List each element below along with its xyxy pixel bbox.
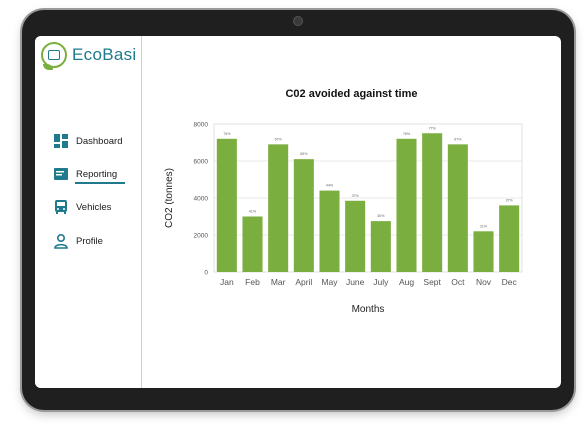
sidebar-item-vehicles[interactable]: Vehicles [53, 199, 111, 215]
bar-april [293, 159, 314, 272]
y-tick-label: 2000 [194, 233, 209, 240]
data-label: 65% [300, 152, 308, 156]
x-tick-label: May [321, 277, 338, 287]
bar-dec [499, 205, 520, 272]
x-axis-label: Months [352, 304, 385, 315]
bar-feb [242, 216, 263, 272]
data-label: 41% [249, 210, 257, 214]
data-label: 67% [454, 137, 462, 141]
x-tick-label: Dec [502, 277, 518, 287]
x-tick-label: April [295, 277, 312, 287]
x-tick-label: Mar [271, 277, 286, 287]
sidebar-item-label: Profile [76, 235, 103, 247]
bus-leaf-logo-icon [41, 42, 67, 68]
bar-jan [216, 138, 237, 272]
data-label: 77% [429, 126, 437, 130]
bar-chart: 0 2000 4000 6000 8000 75% Jan 41% Feb 67% Mar 65% Ap… [164, 122, 523, 315]
chart-title: C02 avoided against time [285, 88, 418, 100]
bar-sept [422, 133, 443, 272]
reporting-icon [53, 166, 69, 182]
bar-may [319, 190, 340, 272]
y-tick-label: 6000 [194, 159, 209, 166]
leaf-icon [43, 64, 53, 70]
bar-mar [268, 144, 289, 272]
data-label: 75% [223, 132, 231, 136]
bus-icon [53, 199, 69, 215]
x-tick-label: Feb [245, 277, 260, 287]
x-tick-label: June [346, 277, 365, 287]
sidebar-item-label: Vehicles [76, 201, 112, 213]
sidebar-item-dashboard[interactable]: Dashboard [53, 133, 122, 149]
data-label: 67% [275, 137, 283, 141]
data-label: 37% [506, 198, 514, 202]
data-label: 30% [377, 214, 385, 218]
bar-aug [396, 138, 417, 272]
y-tick-label: 4000 [194, 196, 209, 203]
x-tick-label: July [373, 277, 389, 287]
sidebar: EcoBasi Dashboard [35, 36, 142, 388]
data-label: 76% [403, 132, 411, 136]
camera-dot [293, 16, 303, 26]
sidebar-item-profile[interactable]: Profile [53, 233, 103, 249]
x-tick-label: Jan [220, 277, 234, 287]
x-tick-label: Nov [476, 277, 492, 287]
dashboard-icon [53, 133, 69, 149]
tablet-frame: EcoBasi Dashboard [22, 10, 574, 410]
y-tick-label: 8000 [194, 122, 209, 129]
x-tick-label: Oct [451, 277, 465, 287]
x-tick-label: Sept [423, 277, 441, 287]
main-content: C02 avoided against time 0 2000 4000 6000 80… [142, 36, 561, 388]
data-label: 37% [352, 194, 360, 198]
data-label: 44% [326, 184, 334, 188]
y-axis-label: CO2 (tonnes) [164, 168, 175, 228]
user-icon [53, 233, 69, 249]
sidebar-item-label: Dashboard [76, 135, 123, 147]
logo[interactable]: EcoBasi [41, 42, 137, 70]
sidebar-item-reporting[interactable]: Reporting [53, 166, 117, 182]
bar-july [370, 221, 391, 272]
y-tick-label: 0 [204, 270, 208, 277]
x-tick-label: Aug [399, 277, 414, 287]
data-label: 31% [480, 224, 488, 228]
bar-oct [447, 144, 468, 272]
app-screen: EcoBasi Dashboard [35, 36, 561, 388]
bar-nov [473, 231, 494, 272]
sidebar-item-label: Reporting [76, 168, 118, 180]
app-name: EcoBasi [72, 45, 137, 64]
bar-june [345, 200, 366, 272]
active-nav-underline [75, 182, 125, 184]
